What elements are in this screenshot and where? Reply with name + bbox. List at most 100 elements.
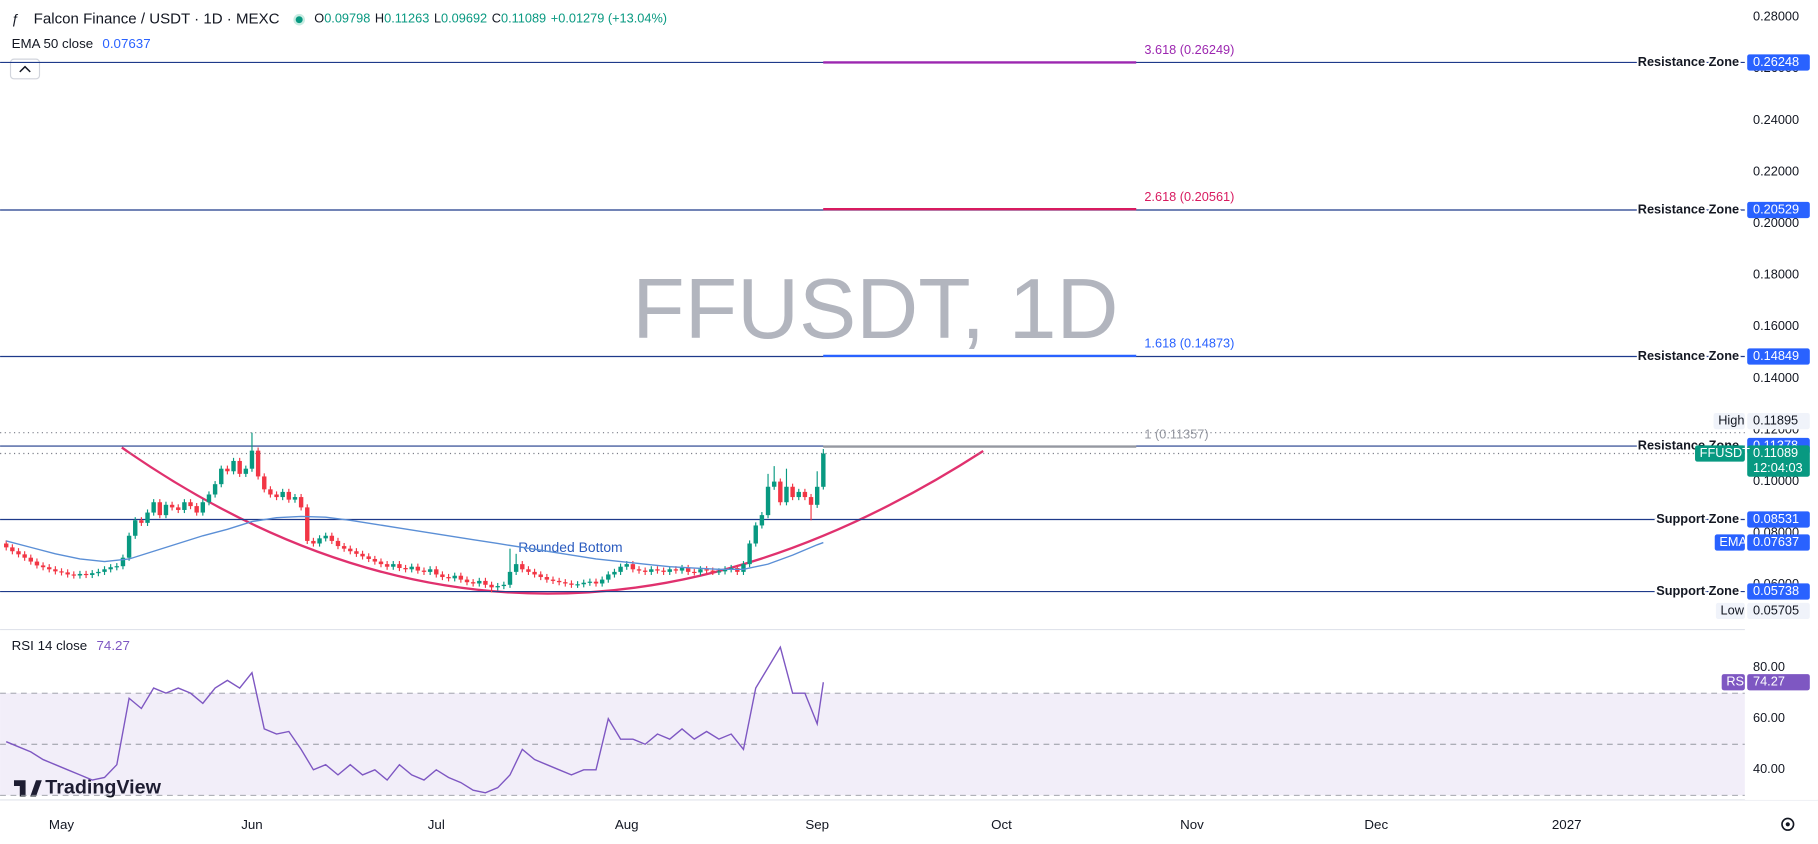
candle-body (765, 486, 771, 516)
zone-label: Support Zone (1656, 583, 1739, 598)
candle-body (814, 486, 820, 505)
y-tick-label: 0.14000 (1753, 370, 1799, 385)
candle-body (563, 582, 568, 584)
candle-body (470, 582, 476, 584)
candle-body (391, 564, 396, 567)
rsi-legend-name: RSI 14 close (12, 637, 88, 652)
candle-body (194, 506, 199, 513)
candle-body (10, 547, 15, 552)
candle-body (630, 564, 636, 570)
candle-body (771, 481, 777, 487)
header: Falcon Finance / USDT · 1D · MEXC O0.0979… (34, 11, 667, 28)
candle-body (778, 481, 783, 503)
candle-body (262, 476, 267, 490)
candle-body (335, 540, 341, 547)
settings-icon[interactable] (1781, 817, 1795, 831)
candle-body (716, 571, 722, 573)
candle-body (790, 486, 795, 498)
candle-body (446, 577, 451, 579)
candle-body (298, 497, 304, 508)
candle-body (507, 571, 513, 585)
zone-label: Resistance Zone (1638, 348, 1739, 363)
zone-label: Resistance Zone (1638, 54, 1739, 69)
close-value: 0.11089 (501, 11, 546, 26)
candle-body (71, 574, 77, 576)
ema-box (1747, 534, 1810, 551)
candle-body (53, 569, 58, 572)
ema-tag-text: EMA (1719, 534, 1747, 549)
high-label: H (375, 11, 384, 26)
rsi-legend: RSI 14 close 74.27 (12, 637, 130, 652)
candle-body (47, 567, 52, 570)
candle-body (372, 558, 378, 562)
candle-body (741, 564, 746, 572)
candle-body (151, 502, 156, 513)
ema-legend-name: EMA 50 close (12, 36, 94, 51)
candle-body (219, 468, 224, 485)
symbol-tag (1695, 445, 1745, 462)
rsi-tag (1721, 674, 1745, 691)
candle-body (384, 564, 390, 567)
candle-body (403, 568, 408, 570)
annotation: Rounded Bottom (518, 539, 622, 555)
candle-body (4, 543, 9, 548)
low-tag-text: Low (1721, 602, 1745, 617)
zone-value: 0.26248 (1753, 54, 1799, 69)
candle-body (606, 574, 611, 580)
candle-body (120, 557, 126, 567)
candle-body (624, 564, 629, 567)
candle-body (544, 577, 550, 580)
zone-value: 0.14849 (1753, 348, 1799, 363)
candle-body (305, 507, 310, 541)
candle-body (311, 540, 316, 544)
candle-body (753, 525, 758, 544)
candle-body (34, 561, 40, 566)
candle-body (458, 575, 464, 580)
low-tag (1715, 602, 1745, 620)
candle-body (685, 568, 691, 572)
candle-body (249, 450, 255, 469)
candle-body (759, 515, 765, 526)
ema-legend-value: 0.07637 (102, 36, 150, 51)
fib-label: 2.618 (0.20561) (1144, 189, 1234, 204)
x-tick-label: Dec (1364, 817, 1388, 832)
candle-body (163, 504, 169, 516)
x-tick-label: May (49, 817, 75, 832)
candle-body (188, 502, 193, 507)
candle-body (556, 580, 562, 583)
candle-body (661, 570, 666, 572)
x-tick-label: Nov (1180, 817, 1204, 832)
zone-box (1747, 511, 1810, 528)
y-tick-label: 0.20000 (1753, 215, 1799, 230)
rsi-box (1747, 674, 1810, 691)
rsi-tick-label: 60.00 (1753, 710, 1785, 725)
candle-body (378, 561, 384, 565)
rsi-line (5, 645, 825, 794)
collapse-button-box[interactable] (9, 58, 41, 80)
open-label: O (314, 11, 324, 26)
candle-body (286, 491, 292, 500)
candle-body (348, 548, 353, 552)
watermark: FFUSDT, 1D (632, 261, 1118, 357)
high-tag (1713, 413, 1745, 430)
fib-label: 1 (0.11357) (1144, 426, 1208, 441)
settings-icon-center[interactable] (1785, 822, 1790, 827)
collapse-chevron[interactable] (19, 65, 31, 73)
ema-tag (1714, 534, 1745, 551)
candle-body (415, 566, 421, 571)
zone-box (1747, 201, 1810, 219)
collapse-button[interactable] (9, 58, 41, 80)
settings-button[interactable] (1781, 817, 1795, 831)
brand-mark (13, 780, 42, 797)
candle-body (354, 551, 359, 554)
rsi-tag-text: RSI (1726, 674, 1747, 689)
low-label: L (434, 11, 441, 26)
x-tick-label: Sep (805, 817, 829, 832)
candle-body (96, 571, 101, 574)
candle-body (599, 579, 605, 584)
candle-body (139, 520, 144, 523)
fib-label: 3.618 (0.26249) (1144, 42, 1234, 57)
countdown: 12:04:03 (1753, 460, 1803, 475)
y-tick-label: 0.16000 (1753, 318, 1799, 333)
